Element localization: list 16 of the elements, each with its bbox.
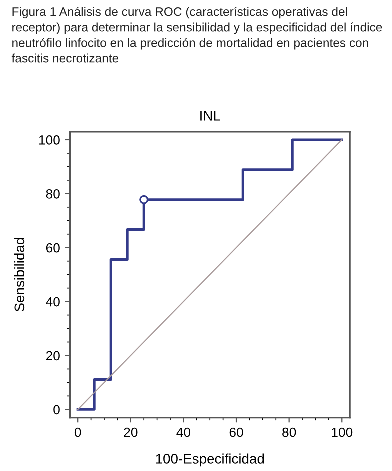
y-tick-label: 60 bbox=[46, 243, 60, 253]
x-tick-label: 20 bbox=[124, 428, 138, 438]
y-tick-label: 100 bbox=[39, 136, 60, 145]
chart-title: INL bbox=[200, 111, 220, 121]
y-tick-label: 80 bbox=[46, 189, 60, 199]
x-axis-title: 100-Especificidad bbox=[156, 454, 264, 467]
y-tick-label: 40 bbox=[46, 297, 60, 307]
x-tick-label: 60 bbox=[230, 428, 244, 438]
x-tick-label: 40 bbox=[176, 428, 191, 438]
y-tick-label: 20 bbox=[46, 351, 60, 361]
text: Figura 1 Análisis de curva ROC (características operativas del receptor) para determinar la sensibilidad y la especificidad del índice neutrófilo linfocito en la predicción de mortalidad en pacientes con fascitis necrotizante bbox=[12, 7, 382, 63]
x-tick-label: 0 bbox=[74, 428, 82, 438]
x-tick-label: 80 bbox=[282, 428, 296, 438]
y-axis-title: Sensibilidad bbox=[14, 238, 25, 312]
y-tick-label: 0 bbox=[54, 405, 60, 415]
x-tick-label: 100 bbox=[332, 428, 353, 438]
